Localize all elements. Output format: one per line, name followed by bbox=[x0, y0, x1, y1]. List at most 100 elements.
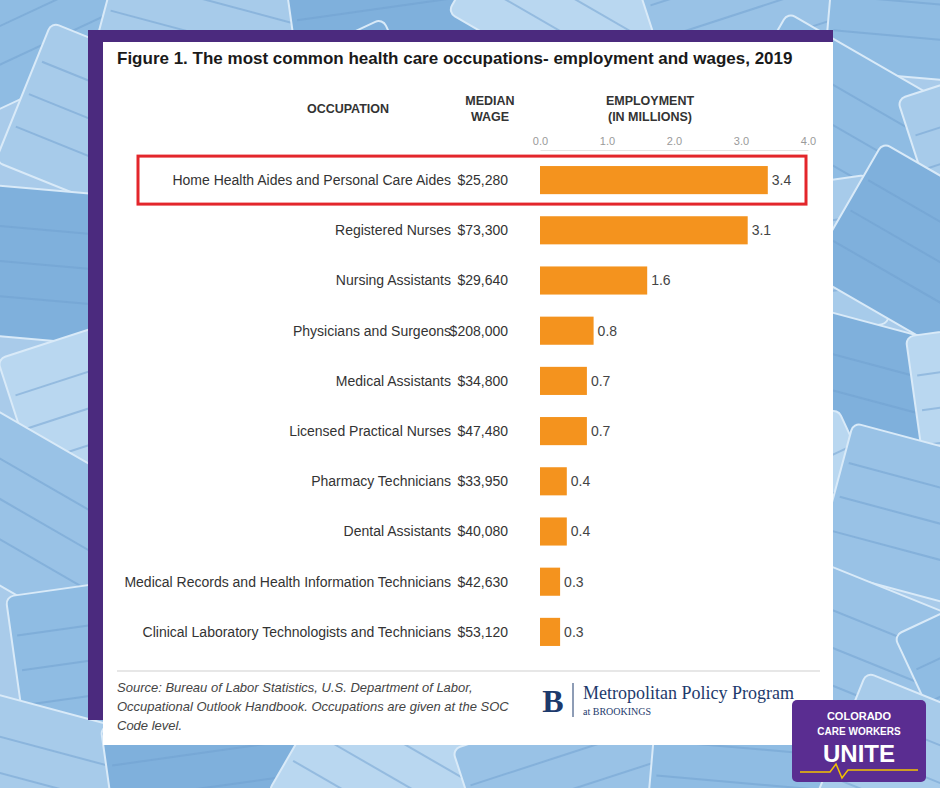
x-axis: 0.0 1.0 2.0 3.0 4.0 bbox=[533, 135, 816, 151]
bar bbox=[540, 417, 587, 445]
data-label: 1.6 bbox=[651, 272, 671, 288]
wage-label: $40,080 bbox=[457, 523, 508, 539]
logo-text: UNITE bbox=[823, 740, 895, 767]
text-line: Occupational Outlook Handbook. Occupatio… bbox=[117, 699, 509, 714]
wage-label: $42,630 bbox=[457, 574, 508, 590]
text-line: Physicians and Surgeons bbox=[293, 323, 451, 339]
white-card bbox=[103, 42, 833, 745]
data-label: 0.7 bbox=[591, 373, 611, 389]
logo-text: COLORADO bbox=[827, 710, 892, 722]
chart-title: Figure 1. The most common health care oc… bbox=[117, 49, 792, 68]
brookings-sub: at BROOKINGS bbox=[583, 706, 651, 717]
bar bbox=[540, 618, 560, 646]
logo-box bbox=[792, 700, 926, 782]
text-line: Code level. bbox=[117, 718, 182, 733]
text-line: Clinical Laboratory Technologists and Te… bbox=[143, 624, 451, 640]
data-label: 0.8 bbox=[598, 323, 618, 339]
wage-label: $73,300 bbox=[457, 222, 508, 238]
column-header: EMPLOYMENT (IN MILLIONS) bbox=[606, 94, 695, 124]
x-tick: 1.0 bbox=[600, 135, 615, 150]
bars bbox=[540, 166, 768, 646]
text-line: Nursing Assistants bbox=[336, 272, 451, 288]
text-line: OCCUPATION bbox=[307, 102, 389, 116]
mask-pleat bbox=[836, 0, 940, 14]
mask-pleat bbox=[868, 180, 940, 289]
x-tick-label: 0.0 bbox=[533, 135, 548, 147]
mask-pleat bbox=[922, 380, 940, 410]
mask-pleat bbox=[927, 414, 940, 444]
chart-image: Figure 1. The most common health care oc… bbox=[0, 0, 940, 788]
category-label: Nursing Assistants bbox=[336, 272, 451, 288]
data-label: 3.4 bbox=[772, 172, 792, 188]
mask-pleat bbox=[916, 68, 940, 135]
category-label: Home Health Aides and Personal Care Aide… bbox=[172, 172, 451, 188]
category-label: Physicians and Surgeons bbox=[293, 323, 451, 339]
text-line: EMPLOYMENT bbox=[606, 94, 695, 108]
bar bbox=[540, 266, 647, 294]
bar bbox=[540, 216, 748, 244]
mask-pleat bbox=[840, 497, 940, 553]
category-label: Medical Records and Health Information T… bbox=[124, 574, 451, 590]
category-label: Dental Assistants bbox=[344, 523, 451, 539]
mask-pleat bbox=[651, 0, 858, 5]
category-label: Pharmacy Technicians bbox=[311, 473, 451, 489]
mask-pleat bbox=[293, 761, 482, 788]
wage-label: $208,000 bbox=[450, 323, 509, 339]
category-label: Medical Assistants bbox=[336, 373, 451, 389]
axis-line bbox=[541, 150, 809, 151]
source-note: Source: Bureau of Labor Statistics, U.S.… bbox=[117, 680, 509, 733]
bar bbox=[540, 517, 567, 545]
logo-text: CARE WORKERS bbox=[817, 726, 901, 737]
mask-pleat bbox=[931, 609, 940, 701]
x-tick: 3.0 bbox=[734, 135, 749, 150]
mask-pleat bbox=[926, 101, 940, 168]
text-line: Dental Assistants bbox=[344, 523, 451, 539]
wage-label: $29,640 bbox=[457, 272, 508, 288]
wage-label: $34,800 bbox=[457, 373, 508, 389]
x-tick-label: 3.0 bbox=[734, 135, 749, 147]
background-fill bbox=[0, 0, 940, 788]
text-line: Medical Assistants bbox=[336, 373, 451, 389]
logo: COLORADO CARE WORKERS UNITE bbox=[792, 700, 926, 782]
x-tick-label: 2.0 bbox=[667, 135, 682, 147]
category-label: Registered Nurses bbox=[335, 222, 451, 238]
wage-labels: $25,280 $73,300 $29,640 $208,000 $34,800 $47,… bbox=[450, 172, 509, 640]
bar bbox=[540, 467, 567, 495]
text-line: MEDIAN bbox=[465, 94, 514, 108]
text-line: (IN MILLIONS) bbox=[608, 110, 692, 124]
x-tick-label: 4.0 bbox=[801, 135, 816, 147]
category-label: Licensed Practical Nurses bbox=[289, 423, 451, 439]
brookings-name: Metropolitan Policy Program bbox=[583, 683, 794, 703]
mask-pleat bbox=[851, 211, 940, 320]
wage-label: $25,280 bbox=[457, 172, 508, 188]
data-label: 0.7 bbox=[591, 423, 611, 439]
mask-pleat bbox=[833, 30, 940, 49]
data-labels: 3.43.11.60.80.70.70.40.40.30.3 bbox=[564, 172, 791, 640]
mask-pleat bbox=[917, 345, 940, 375]
text-line: WAGE bbox=[471, 110, 509, 124]
logo-heartbeat bbox=[800, 764, 918, 778]
text-line: Medical Records and Health Information T… bbox=[124, 574, 451, 590]
mask-pleat bbox=[916, 577, 940, 669]
brookings-letter: B bbox=[542, 683, 563, 719]
text-line: Home Health Aides and Personal Care Aide… bbox=[172, 172, 451, 188]
highlight-box bbox=[138, 156, 806, 204]
data-label: 0.3 bbox=[564, 624, 584, 640]
text-line: Registered Nurses bbox=[335, 222, 451, 238]
text-line: Licensed Practical Nurses bbox=[289, 423, 451, 439]
bar bbox=[540, 367, 587, 395]
x-tick: 2.0 bbox=[667, 135, 682, 150]
wage-label: $47,480 bbox=[457, 423, 508, 439]
text-line: Pharmacy Technicians bbox=[311, 473, 451, 489]
brookings-divider bbox=[573, 683, 574, 717]
data-label: 0.4 bbox=[571, 523, 591, 539]
bar bbox=[540, 166, 768, 194]
x-tick: 4.0 bbox=[801, 135, 816, 150]
column-header: OCCUPATION bbox=[307, 102, 389, 116]
category-labels: Home Health Aides and Personal Care Aide… bbox=[124, 172, 451, 640]
wage-label: $33,950 bbox=[457, 473, 508, 489]
data-label: 0.3 bbox=[564, 574, 584, 590]
x-tick-label: 1.0 bbox=[600, 135, 615, 147]
wage-label: $53,120 bbox=[457, 624, 508, 640]
bar bbox=[540, 317, 594, 345]
